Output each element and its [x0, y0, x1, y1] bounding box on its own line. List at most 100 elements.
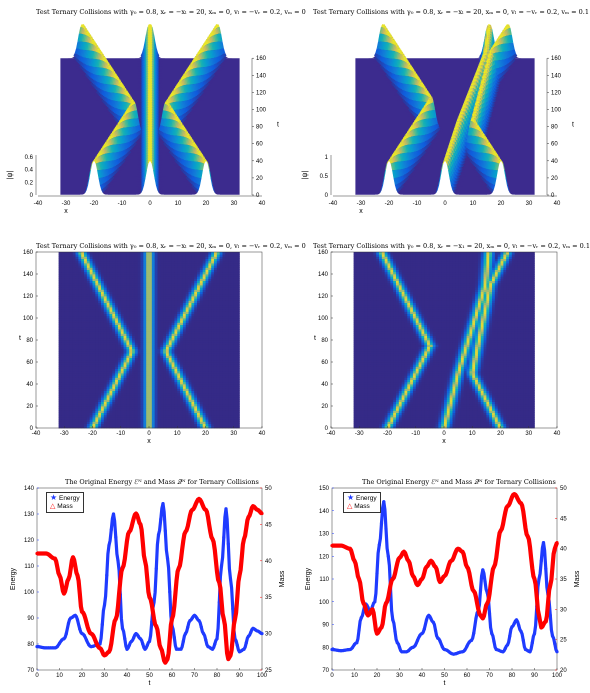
surface-crest — [508, 62, 512, 66]
surface-crest — [161, 118, 166, 127]
surface-crest — [121, 118, 125, 122]
surface-crest — [108, 174, 112, 179]
surface-crest — [198, 51, 202, 55]
surface-crest — [111, 138, 115, 145]
surface-crest — [99, 89, 104, 95]
surface-crest — [188, 76, 192, 85]
surface-crest — [422, 108, 427, 113]
surface-crest — [181, 136, 185, 145]
surface-crest — [415, 85, 420, 94]
surface-crest — [101, 154, 105, 162]
surface-crest — [188, 160, 192, 169]
surface-crest — [430, 137, 434, 141]
surface-crest — [95, 59, 100, 68]
surface-crest — [394, 51, 399, 60]
surface-crest — [396, 87, 400, 91]
surface-crest — [400, 89, 405, 95]
surface-crest — [125, 142, 129, 149]
surface-crest — [415, 93, 420, 102]
surface-crest — [112, 166, 117, 172]
surface-crest — [181, 93, 185, 102]
surface-crest — [113, 152, 118, 160]
surface-crest — [415, 79, 420, 86]
surface-crest — [182, 113, 187, 118]
surface-crest — [182, 170, 186, 174]
surface-crest — [196, 184, 201, 190]
surface-crest — [422, 94, 427, 102]
surface-crest — [108, 152, 112, 162]
surface-crest — [107, 104, 111, 108]
surface-crest — [213, 63, 217, 69]
surface-crest — [108, 105, 112, 110]
surface-crest — [94, 85, 98, 90]
surface-crest — [122, 150, 126, 156]
surface-crest — [204, 79, 209, 84]
surface-crest — [193, 182, 198, 188]
surface-crest — [400, 60, 405, 68]
surface-crest — [411, 106, 416, 112]
surface-crest — [122, 135, 126, 144]
surface-crest — [197, 53, 200, 56]
surface-crest — [188, 84, 192, 93]
surface-crest — [111, 172, 115, 177]
surface-crest — [190, 98, 195, 103]
x-tick-label: 20 — [203, 201, 210, 207]
surface-crest — [116, 151, 121, 159]
surface-crest — [97, 153, 101, 157]
surface-crest — [502, 65, 507, 71]
surface-crest — [495, 60, 500, 69]
surface-crest — [186, 110, 191, 114]
surface-crest — [109, 76, 114, 85]
surface-crest — [104, 182, 108, 187]
surface-crest — [132, 139, 136, 144]
surface-crest — [181, 101, 185, 109]
surface-crest — [415, 101, 420, 109]
surface-crest — [499, 37, 504, 45]
surface-crest — [386, 30, 390, 34]
surface-crest — [112, 137, 117, 145]
surface-crest — [97, 87, 101, 93]
surface-crest — [396, 81, 400, 87]
surface-crest — [90, 37, 93, 41]
surface-crest — [107, 138, 110, 142]
surface-crest — [403, 75, 407, 84]
surface-crest — [125, 119, 129, 128]
surface-crest — [389, 72, 393, 78]
surface-crest — [122, 101, 126, 111]
surface-crest — [425, 111, 430, 119]
surface-crest — [511, 55, 515, 60]
surface-crest — [385, 73, 389, 77]
surface-crest — [182, 136, 187, 145]
surface-crest — [76, 48, 80, 55]
surface-crest — [392, 58, 396, 67]
surface-crest — [175, 135, 180, 144]
surface-crest — [94, 51, 98, 60]
surface-crest — [95, 67, 100, 76]
surface-crest — [410, 71, 414, 78]
t-tick-label: 0 — [256, 193, 260, 199]
surface-crest — [210, 50, 215, 59]
surface-crest — [199, 75, 203, 83]
surface-crest — [192, 62, 196, 69]
surface-crest — [185, 144, 189, 153]
surface-crest — [113, 159, 118, 166]
surface-crest — [193, 90, 198, 97]
surface-crest — [429, 110, 434, 119]
surface-crest — [126, 142, 131, 148]
surface-crest — [190, 84, 195, 92]
surface-crest — [396, 59, 400, 68]
surface-crest — [499, 59, 504, 67]
surface-crest — [169, 119, 174, 128]
surface-crest — [428, 103, 433, 111]
surface-crest — [189, 153, 194, 162]
surface-crest — [99, 75, 104, 84]
surface-crest — [158, 130, 163, 135]
surface-crest — [483, 73, 487, 77]
surface-crest — [389, 50, 393, 59]
surface-crest — [220, 41, 224, 49]
surface-crest — [167, 111, 171, 120]
surface-crest — [387, 37, 392, 43]
surface-crest — [424, 95, 428, 103]
surface-crest — [494, 52, 498, 61]
surface-crest — [210, 65, 215, 71]
